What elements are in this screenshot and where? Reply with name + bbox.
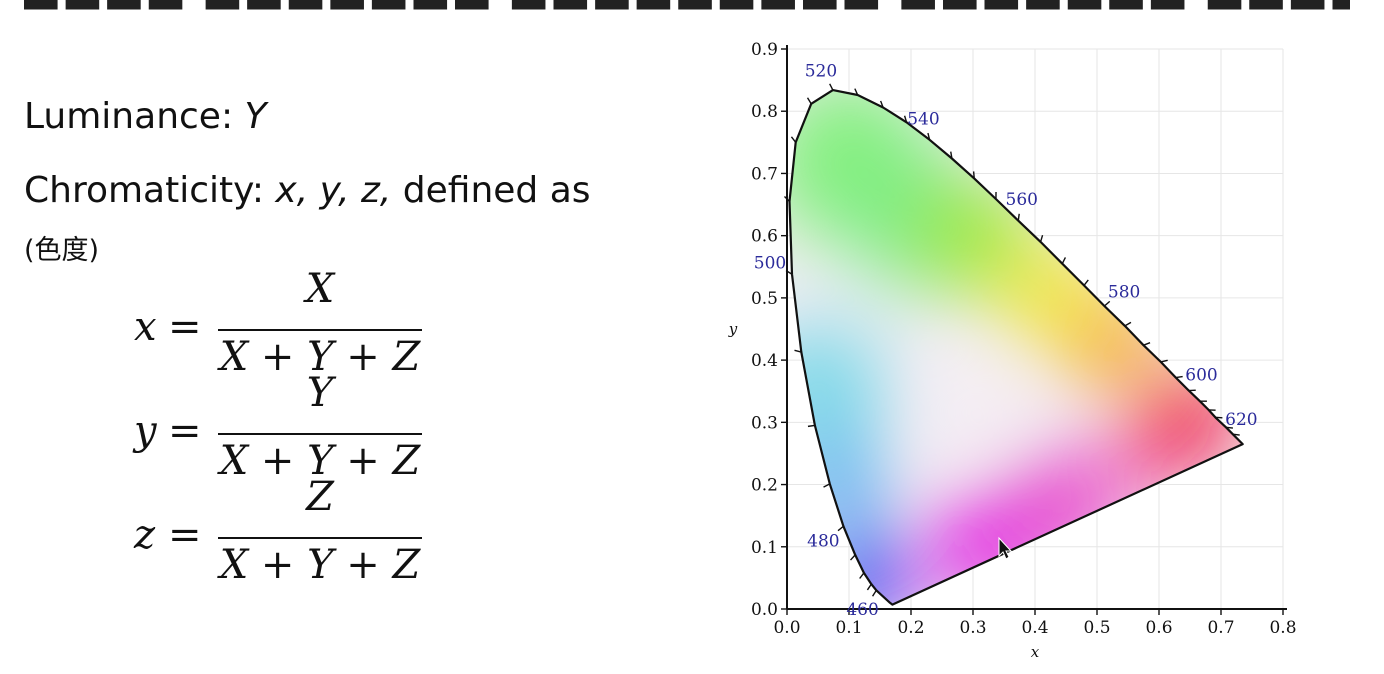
- equation-denominator: X + Y + Z: [219, 334, 421, 380]
- wavelength-label: 580: [1108, 283, 1140, 303]
- wavelength-tick: [972, 171, 975, 179]
- wavelength-label: 480: [807, 531, 839, 551]
- wavelength-tick: [823, 483, 831, 488]
- equation-numerator: Y: [306, 370, 334, 416]
- chromaticity-line: Chromaticity: x, y, z, defined as: [24, 170, 591, 211]
- wavelength-tick: [1103, 300, 1111, 307]
- chinese-note: (色度): [24, 235, 100, 266]
- wavelength-tick: [794, 349, 802, 353]
- axes: 0.0 0.1 0.2 0.3 0.4 0.5 0.6 0.7 0.8 0.0 0.1 0.2 0.3 0…: [728, 40, 1297, 661]
- x-tick-label: 0.5: [1083, 618, 1110, 638]
- wavelength-tick: [837, 525, 844, 532]
- equation-x: x = X X + Y + Z: [134, 266, 434, 382]
- wavelength-tick: [903, 115, 908, 123]
- fraction-bar: [218, 329, 422, 331]
- x-tick-label: 0.4: [1021, 618, 1048, 638]
- x-tick-label: 0.6: [1145, 618, 1172, 638]
- equals-sign: =: [168, 408, 202, 454]
- equation-z: z = Z X + Y + Z: [134, 474, 434, 590]
- x-tick-label: 0.0: [773, 618, 800, 638]
- equation-lhs: y: [134, 408, 157, 454]
- equation-lhs: z: [134, 512, 156, 558]
- equation-numerator: X: [305, 266, 335, 312]
- wavelength-tick: [927, 132, 931, 141]
- luminance-label: Luminance:: [24, 96, 245, 137]
- wavelength-tick: [829, 83, 834, 91]
- slide-title-cropped: ■■■■ ■■■■■■■ ■■■■■■■■■ ■■■■■■■ ■■■■■■■ ■…: [20, 0, 1350, 10]
- wavelength-label: 600: [1185, 366, 1217, 386]
- wavelength-tick: [866, 583, 872, 591]
- x-tick-label: 0.3: [959, 618, 986, 638]
- equation-denominator: X + Y + Z: [219, 542, 421, 588]
- wavelength-tick: [1225, 426, 1233, 429]
- y-tick-label: 0.5: [751, 289, 778, 309]
- luminance-variable: Y: [244, 96, 267, 137]
- x-axis-title: x: [1031, 643, 1040, 661]
- wavelength-tick: [950, 151, 953, 159]
- equation-lhs: x: [134, 304, 157, 350]
- fraction-bar: [218, 537, 422, 539]
- y-tick-label: 0.2: [751, 476, 778, 496]
- equation-denominator: X + Y + Z: [219, 438, 421, 484]
- y-axis-title: y: [728, 320, 738, 338]
- wavelength-tick: [859, 572, 865, 579]
- wavelength-tick: [854, 88, 859, 96]
- x-tick-label: 0.1: [835, 618, 862, 638]
- equals-sign: =: [168, 512, 202, 558]
- equation-numerator: Z: [306, 474, 334, 520]
- x-tick-label: 0.8: [1269, 618, 1296, 638]
- y-tick-label: 0.1: [751, 538, 778, 558]
- x-tick-label: 0.7: [1207, 618, 1234, 638]
- mouse-cursor-icon: [998, 536, 1013, 560]
- wavelength-tick: [807, 424, 815, 428]
- color-blob: [938, 374, 1008, 445]
- chromaticity-label: Chromaticity:: [24, 170, 276, 211]
- wavelength-label: 540: [907, 109, 939, 129]
- chromaticity-variables: x, y, z,: [275, 170, 392, 211]
- equation-y: y = Y X + Y + Z: [134, 370, 434, 486]
- color-blob: [1119, 407, 1199, 488]
- wavelength-label: 520: [805, 62, 837, 82]
- fraction-bar: [218, 433, 422, 435]
- equals-sign: =: [168, 304, 202, 350]
- y-tick-label: 0.8: [751, 102, 778, 122]
- x-tick-label: 0.2: [897, 618, 924, 638]
- wavelength-label: 500: [754, 253, 786, 273]
- wavelength-label: 620: [1225, 410, 1257, 430]
- wavelength-tick: [1143, 342, 1151, 346]
- wavelength-tick: [1083, 279, 1089, 286]
- wavelength-tick: [849, 554, 856, 561]
- luminance-line: Luminance: Y: [24, 96, 267, 137]
- wavelength-tick: [790, 136, 797, 143]
- wavelength-tick: [1160, 359, 1168, 363]
- wavelength-labels: 460 480 500 520 540 560 580 600 620: [754, 62, 1258, 620]
- wavelength-tick: [879, 100, 884, 108]
- y-tick-label: 0.0: [751, 600, 778, 620]
- y-tick-label: 0.7: [751, 164, 778, 184]
- y-tick-label: 0.6: [751, 227, 778, 247]
- wavelength-tick: [1124, 321, 1132, 327]
- wavelength-label: 460: [846, 600, 878, 620]
- wavelength-tick: [1017, 213, 1020, 221]
- y-tick-label: 0.3: [751, 413, 778, 433]
- wavelength-tick: [1061, 257, 1067, 264]
- y-tick-label: 0.9: [751, 40, 778, 60]
- wavelength-tick: [1232, 433, 1240, 436]
- wavelength-tick: [1175, 375, 1183, 379]
- y-tick-label: 0.4: [751, 351, 778, 371]
- wavelength-tick: [871, 589, 877, 597]
- chromaticity-suffix: defined as: [391, 170, 591, 211]
- wavelength-tick: [806, 97, 812, 105]
- wavelength-tick: [1039, 234, 1044, 243]
- color-blob: [789, 321, 888, 462]
- wavelength-label: 560: [1006, 190, 1038, 210]
